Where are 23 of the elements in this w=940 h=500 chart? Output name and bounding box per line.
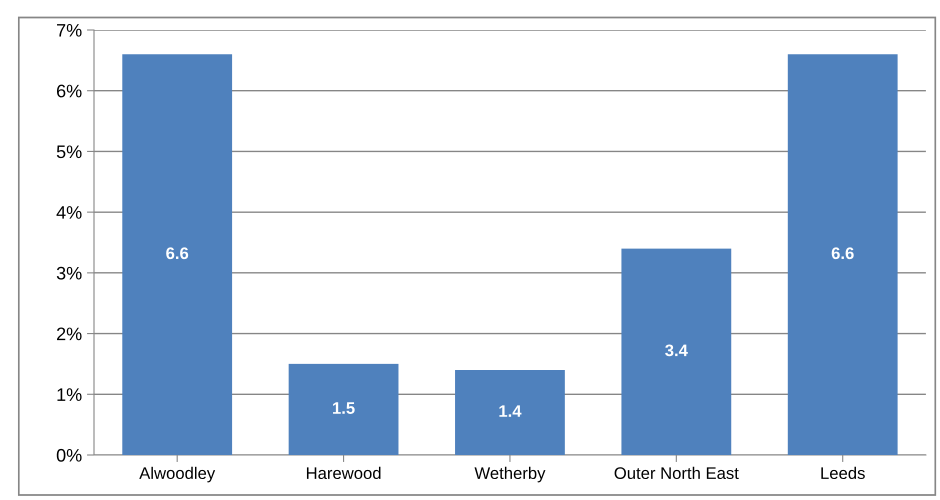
y-tick-label: 1% (57, 388, 82, 401)
y-tick-label: 2% (57, 328, 82, 340)
x-tick-label: Alwoodley (139, 466, 216, 482)
y-tick-label: 5% (56, 145, 82, 158)
bar (122, 54, 232, 455)
data-label: 1.4 (499, 405, 522, 417)
bar (788, 54, 898, 455)
y-tick-label: 3% (56, 266, 82, 280)
data-label: 6.6 (832, 247, 854, 260)
y-tick-label: 4% (56, 206, 82, 219)
data-label: 3.4 (665, 344, 688, 356)
bar (288, 364, 398, 455)
y-tick-label: 0% (56, 448, 82, 462)
data-label: 1.5 (333, 402, 355, 414)
bar (455, 370, 565, 455)
bar (621, 248, 732, 455)
y-tick-label: 7% (57, 24, 82, 37)
x-tick-label: Harewood (306, 466, 380, 480)
x-tick-label: Leeds (821, 466, 865, 480)
x-tick-label: Outer North East (614, 466, 739, 480)
y-tick-label: 6% (57, 84, 82, 98)
x-tick-label: Wetherby (474, 466, 546, 482)
data-label: 6.6 (166, 247, 188, 260)
